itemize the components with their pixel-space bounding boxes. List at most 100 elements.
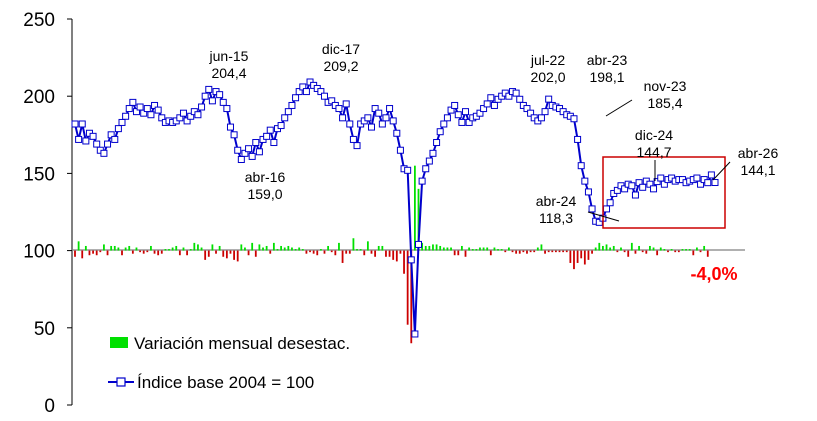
svg-text:abr-26: abr-26 [738,145,779,161]
index-point [711,179,719,187]
change-bar [84,245,87,251]
change-bar [381,245,384,251]
index-point [512,89,520,97]
change-bar [421,242,424,251]
change-bar [218,245,221,251]
svg-text:118,3: 118,3 [539,210,573,226]
change-bar [562,250,565,253]
index-point [277,122,285,130]
change-bar [696,247,698,251]
change-bar [670,249,673,251]
change-bar [551,250,554,253]
change-bar [446,247,449,251]
change-bar [515,250,518,254]
change-bar [374,250,377,257]
index-point [342,100,350,108]
index-point [697,180,705,188]
index-point [367,123,375,131]
change-bar [457,250,460,256]
change-bar [345,250,348,254]
change-bar [460,245,463,251]
change-bar [442,247,445,251]
change-bar [526,250,528,254]
index-point [581,177,589,185]
change-bar [576,250,579,263]
index-point [458,118,466,126]
highlight-box [602,156,726,229]
legend-line-marker [116,377,126,387]
index-point [201,92,209,100]
index-point [234,146,242,154]
index-point [216,91,224,99]
index-point [447,106,455,114]
change-bar [363,250,366,256]
change-bar [677,250,680,253]
change-bar [377,245,380,251]
change-bar [244,247,246,251]
index-point [198,103,206,111]
legend-line-label: Índice base 2004 = 100 [137,373,314,392]
svg-text:202,0: 202,0 [530,69,565,85]
change-bar [428,245,431,251]
change-bar [497,249,499,251]
change-bar [403,250,405,274]
index-point [480,105,488,113]
index-point [252,139,260,147]
legend: Variación mensual desestac. Índice base … [108,334,350,392]
change-bar [207,250,210,257]
change-bar [254,250,257,257]
change-bar [703,245,706,251]
change-bar [489,250,492,256]
change-bar [623,250,626,253]
index-point [158,114,166,122]
change-bar [656,250,659,256]
index-point [111,135,119,143]
change-bar [692,250,695,256]
svg-text:185,4: 185,4 [647,95,682,111]
annotation-jul-22: jul-22 202,0 [530,52,566,85]
index-point [657,174,665,182]
change-bar [319,249,322,251]
index-point [302,88,310,96]
change-bar [291,247,293,251]
change-bar [272,242,275,251]
change-bar [511,250,514,253]
change-bar [591,250,593,254]
change-bar [439,245,442,251]
change-bar [540,244,543,251]
change-bar [153,250,156,254]
y-ticks: 0 50 100 150 200 250 [23,10,72,417]
change-bar [450,247,452,251]
change-bar [395,250,398,262]
svg-text:abr-23: abr-23 [587,52,628,68]
svg-text:144,7: 144,7 [636,144,671,160]
index-point [129,98,137,106]
index-point [136,103,144,111]
change-bar [88,250,91,256]
change-bar [555,250,557,253]
index-point [631,191,639,199]
change-bar [113,245,116,251]
change-bar [432,244,434,251]
index-point [545,95,553,103]
change-bar [74,250,76,257]
latest-change-label: -4,0% [690,264,737,284]
index-point [404,166,412,174]
index-point [465,118,473,126]
change-bar [385,250,387,257]
change-bar [565,250,568,253]
change-bar [280,245,283,251]
change-bar [413,165,416,251]
index-point [255,148,263,156]
index-point [436,128,444,136]
legend-bar-swatch [110,337,128,348]
change-bar [178,250,181,256]
index-point [396,146,404,154]
change-bar [609,247,612,251]
change-bar [529,250,532,253]
index-point [603,205,611,213]
index-point [187,112,195,120]
change-bar [667,250,669,253]
change-bar [605,244,608,251]
index-point [114,125,122,133]
